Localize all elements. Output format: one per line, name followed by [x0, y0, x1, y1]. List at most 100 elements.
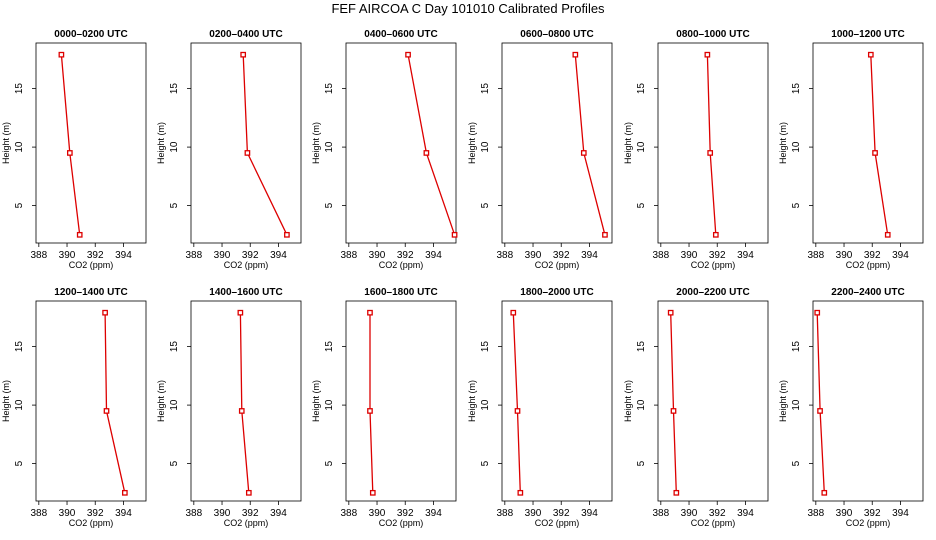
y-tick-label: 5 — [480, 460, 491, 466]
profile-line — [670, 312, 677, 493]
plot-frame — [657, 42, 769, 244]
x-tick-label: 394 — [425, 508, 442, 519]
data-point — [884, 231, 891, 238]
y-axis-label: Height (m) — [1, 380, 11, 422]
x-tick-label: 392 — [87, 250, 104, 261]
y-tick-label: 10 — [480, 141, 491, 153]
x-axis-label: CO2 (ppm) — [379, 518, 424, 528]
plot-frame — [190, 300, 302, 502]
data-point — [367, 408, 373, 414]
y-tick-label: 10 — [324, 399, 335, 411]
data-point — [244, 150, 251, 156]
y-tick-label: 5 — [14, 202, 25, 208]
profile-panel-7: 1200–1400 UTC 388 390 392 394 5 10 15 CO2 (ppm) H… — [1, 287, 147, 528]
x-tick-label: 394 — [737, 508, 754, 519]
x-axis-label: CO2 (ppm) — [691, 260, 736, 270]
figure-title: FEF AIRCOA C Day 101010 Calibrated Profi… — [331, 1, 605, 16]
x-tick-label: 388 — [496, 508, 513, 519]
data-point — [572, 51, 579, 58]
x-axis-label: CO2 (ppm) — [69, 518, 114, 528]
x-axis-label: CO2 (ppm) — [535, 518, 580, 528]
y-tick-label: 5 — [14, 460, 25, 466]
x-tick-label: 390 — [525, 250, 542, 261]
panel-title: 0800–1000 UTC — [676, 29, 749, 40]
data-point — [517, 489, 524, 496]
plot-frame — [501, 300, 613, 502]
profile-panel-8: 1400–1600 UTC 388 390 392 394 5 10 15 CO2 (ppm) H… — [156, 287, 302, 528]
data-point — [284, 231, 290, 238]
profile-line — [104, 312, 126, 493]
profile-line — [242, 54, 288, 236]
data-point — [872, 150, 878, 156]
y-tick-label: 15 — [791, 83, 802, 95]
profile-panel-2: 0200–0400 UTC 388 390 392 394 5 10 15 CO2 (ppm) H… — [156, 29, 302, 270]
profile-panel-11: 2000–2200 UTC 388 390 392 394 5 10 15 CO2 (ppm) H… — [623, 287, 769, 528]
x-tick-label: 390 — [59, 508, 76, 519]
profile-line — [407, 54, 456, 236]
x-axis-label: CO2 (ppm) — [846, 518, 891, 528]
data-point — [602, 231, 608, 238]
profile-panel-1: 0000–0200 UTC 388 390 392 394 5 10 15 CO2 (ppm) H… — [1, 29, 147, 270]
y-tick-label: 15 — [480, 83, 491, 95]
data-point — [245, 489, 252, 496]
plot-frame — [345, 300, 457, 502]
panel-title: 2200–2400 UTC — [831, 287, 904, 298]
plot-frame — [812, 300, 924, 502]
x-tick-label: 388 — [30, 250, 47, 261]
y-tick-label: 10 — [480, 399, 491, 411]
data-point — [58, 51, 65, 58]
data-point — [673, 489, 680, 496]
x-tick-label: 392 — [242, 250, 259, 261]
x-axis-label: CO2 (ppm) — [691, 518, 736, 528]
y-tick-label: 5 — [791, 202, 802, 208]
y-axis-label: Height (m) — [623, 122, 633, 164]
x-tick-label: 388 — [30, 508, 47, 519]
x-tick-label: 392 — [709, 508, 726, 519]
y-tick-label: 5 — [324, 202, 335, 208]
plot-frame — [657, 300, 769, 502]
y-axis-label: Height (m) — [156, 380, 166, 422]
data-point — [66, 150, 73, 156]
panel-grid: 0000–0200 UTC 388 390 392 394 5 10 15 CO2 (ppm) H… — [1, 29, 924, 528]
x-tick-label: 392 — [553, 250, 570, 261]
x-tick-label: 392 — [553, 508, 570, 519]
x-axis-label: CO2 (ppm) — [846, 260, 891, 270]
y-axis-label: Height (m) — [311, 380, 321, 422]
y-tick-label: 15 — [480, 341, 491, 353]
profile-line — [870, 54, 889, 235]
y-tick-label: 15 — [14, 83, 25, 95]
data-point — [670, 408, 677, 414]
y-tick-label: 5 — [636, 202, 647, 208]
data-point — [451, 231, 458, 238]
x-tick-label: 388 — [340, 250, 357, 261]
x-tick-label: 390 — [369, 508, 386, 519]
x-tick-label: 392 — [242, 508, 259, 519]
y-tick-label: 5 — [480, 202, 491, 208]
x-tick-label: 390 — [214, 508, 231, 519]
plot-frame — [345, 42, 457, 244]
panel-title: 0200–0400 UTC — [209, 29, 282, 40]
profile-panel-3: 0400–0600 UTC 388 390 392 394 5 10 15 CO2 (ppm) H… — [311, 29, 458, 270]
panel-title: 1800–2000 UTC — [520, 287, 593, 298]
data-point — [580, 150, 587, 156]
x-tick-label: 388 — [185, 508, 202, 519]
plot-frame — [501, 42, 613, 244]
data-point — [121, 489, 128, 496]
profile-panel-5: 0800–1000 UTC 388 390 392 394 5 10 15 CO2 (ppm) H… — [623, 29, 769, 270]
data-point — [367, 309, 373, 316]
data-point — [514, 408, 521, 414]
y-tick-label: 10 — [636, 399, 647, 411]
x-axis-label: CO2 (ppm) — [69, 260, 114, 270]
plot-frame — [190, 42, 302, 244]
data-point — [707, 150, 714, 156]
x-tick-label: 392 — [397, 250, 414, 261]
y-axis-label: Height (m) — [156, 122, 166, 164]
x-tick-label: 388 — [807, 508, 824, 519]
profile-panel-6: 1000–1200 UTC 388 390 392 394 5 10 15 CO2 (ppm) H… — [778, 29, 924, 270]
y-tick-label: 10 — [14, 141, 25, 153]
x-tick-label: 392 — [709, 250, 726, 261]
x-tick-label: 394 — [892, 250, 909, 261]
profile-panel-9: 1600–1800 UTC 388 390 392 394 5 10 15 CO2 (ppm) H… — [311, 287, 457, 528]
data-point — [817, 408, 823, 414]
plot-frame — [812, 42, 924, 244]
